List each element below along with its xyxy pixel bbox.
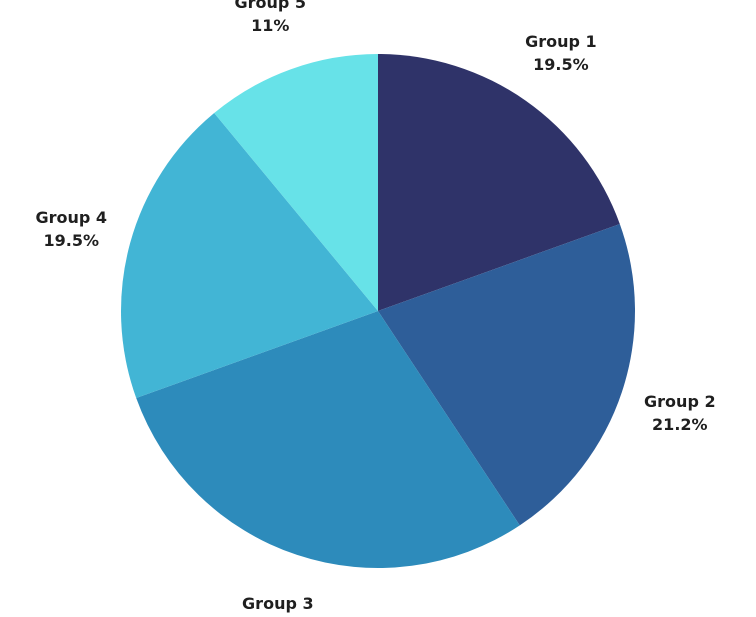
slice-value-group-1: 19.5% (533, 55, 589, 74)
slice-value-group-2: 21.2% (652, 415, 708, 434)
slice-label-group-1: Group 1 (525, 32, 597, 51)
pie-slice-group-3 (136, 311, 520, 568)
pie-labels: Group 119.5%Group 221.2%Group 328.8%Grou… (35, 0, 715, 617)
slice-label-group-4: Group 4 (35, 208, 107, 227)
pie-slice-group-2 (378, 223, 635, 526)
slice-value-group-5: 11% (251, 16, 289, 35)
pie-slices (121, 54, 635, 568)
slice-label-group-5: Group 5 (235, 0, 307, 12)
pie-slice-group-4 (121, 112, 378, 399)
slice-value-group-4: 19.5% (44, 231, 100, 250)
slice-label-group-3: Group 3 (242, 594, 314, 613)
slice-label-group-2: Group 2 (644, 392, 716, 411)
pie-slice-group-1 (378, 54, 620, 311)
pie-slice-group-5 (214, 54, 378, 311)
